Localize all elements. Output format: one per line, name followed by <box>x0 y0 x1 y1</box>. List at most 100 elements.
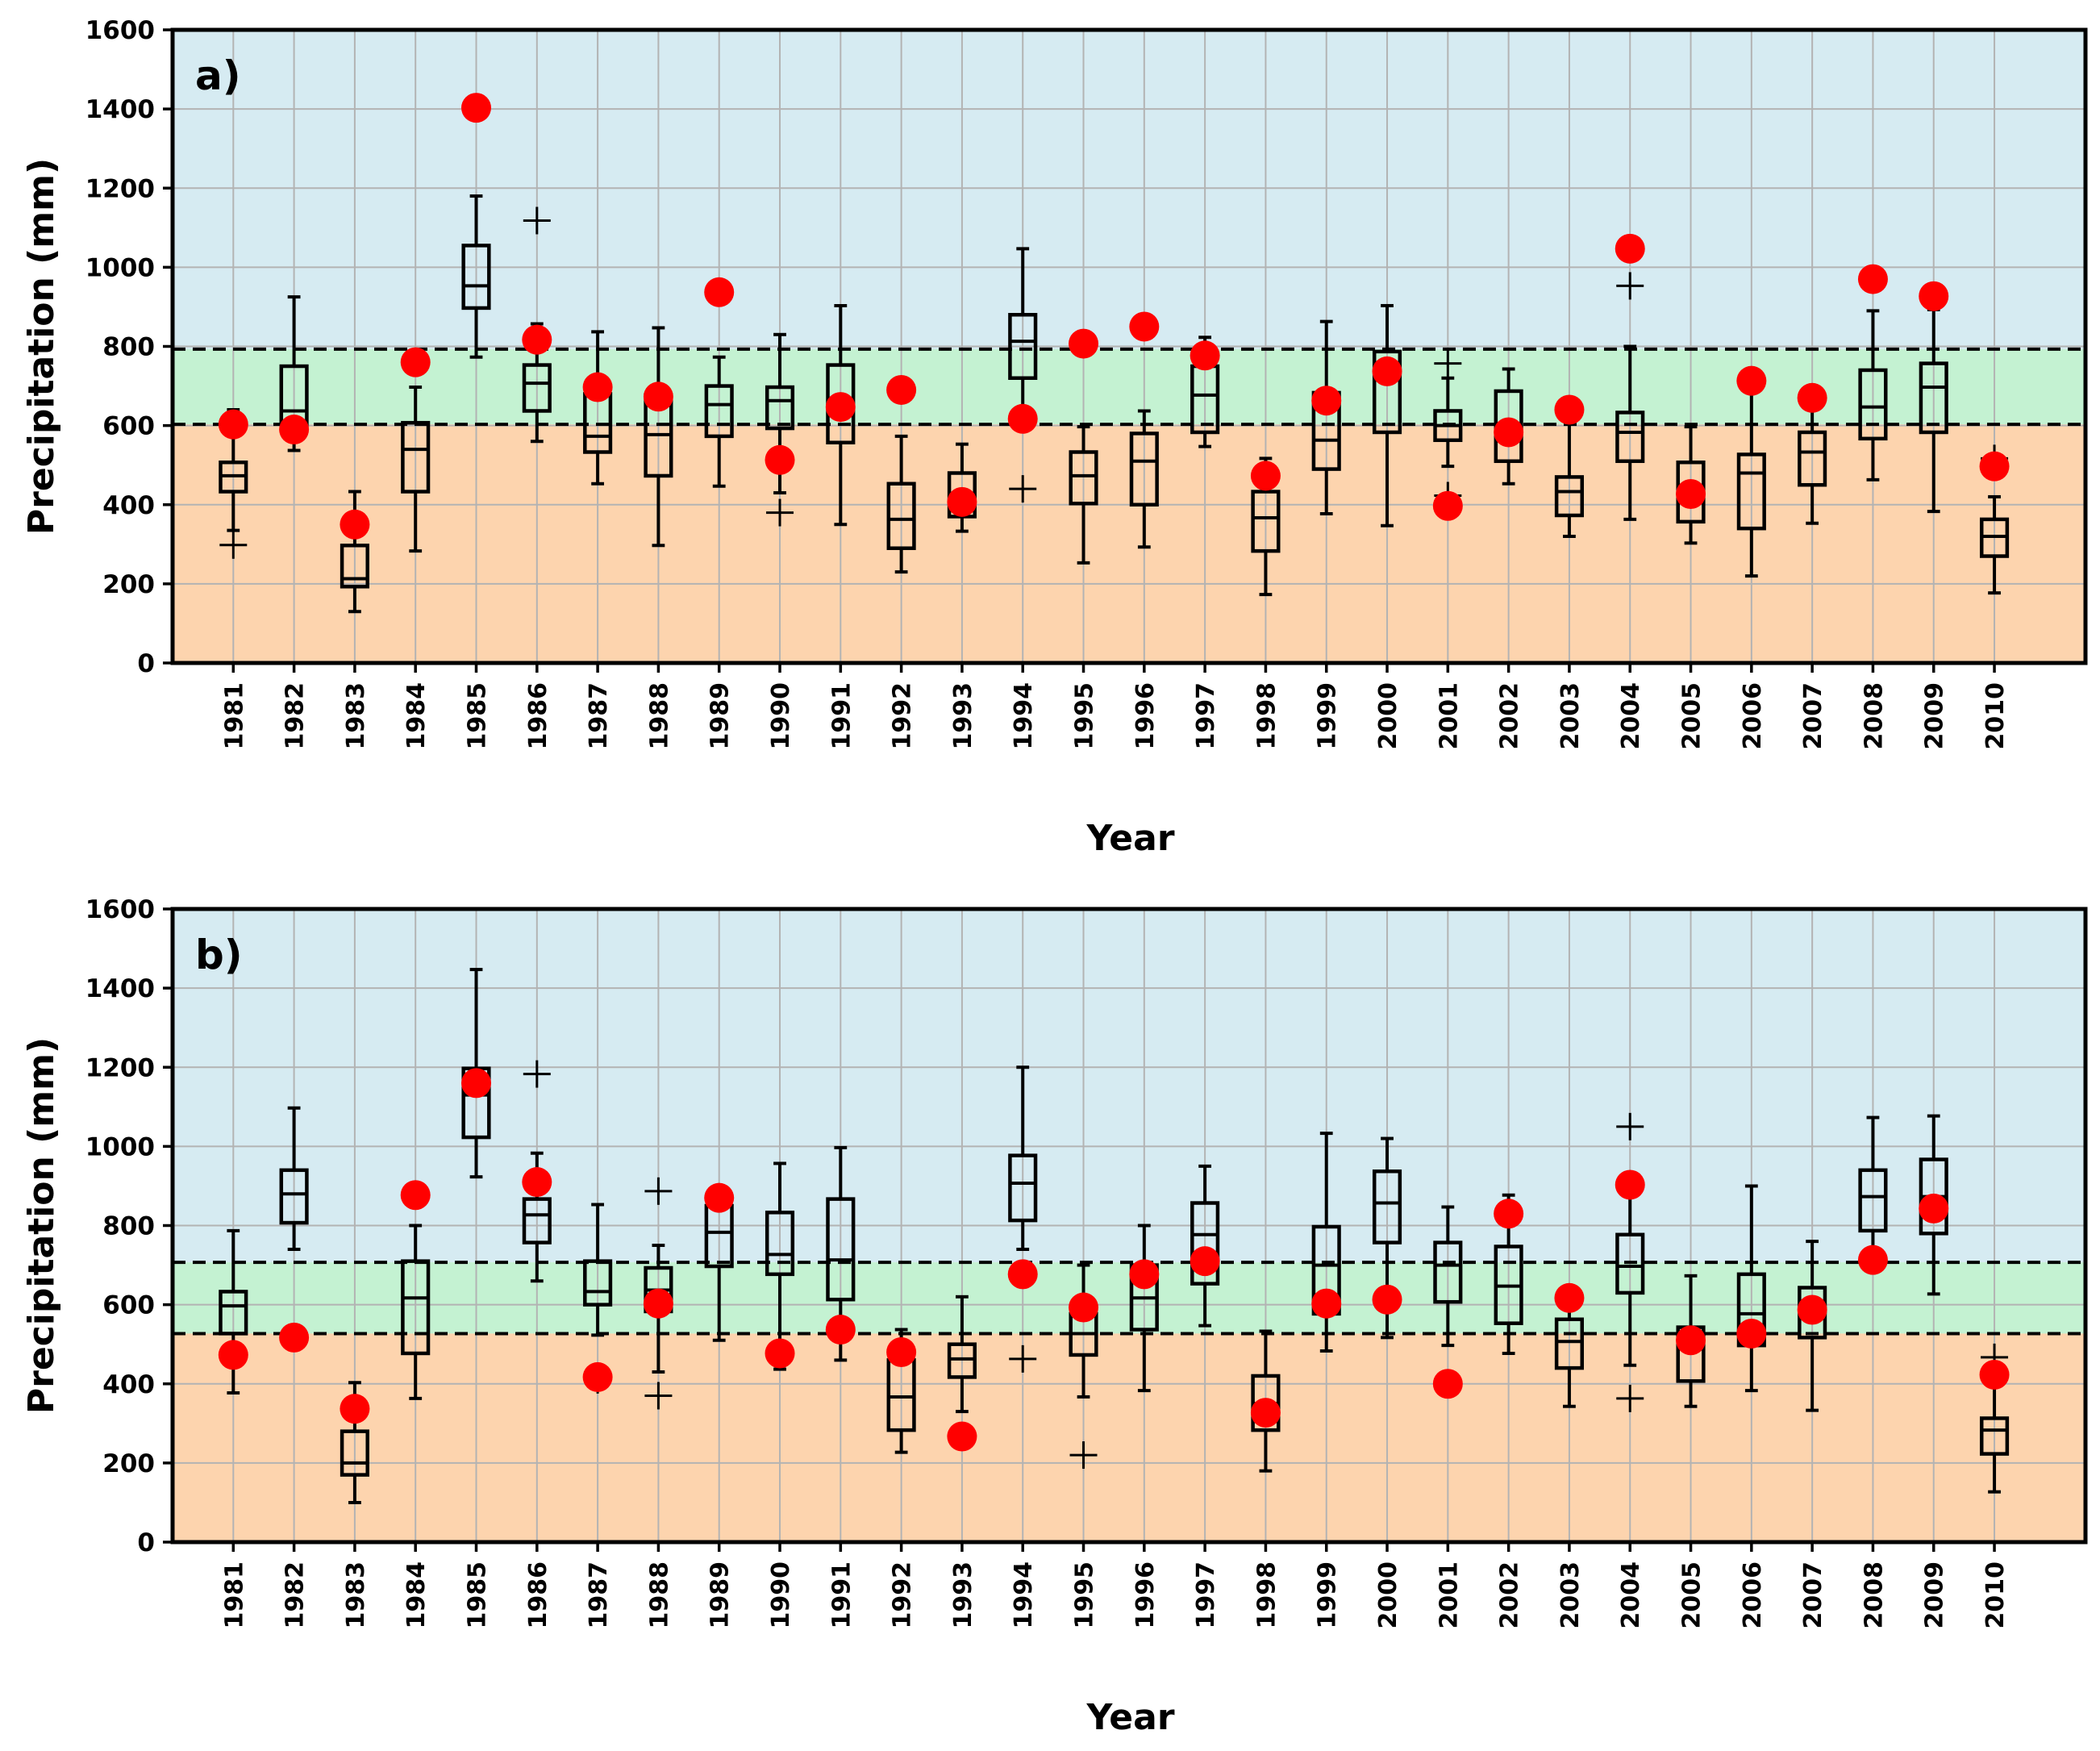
x-tick-label: 1995 <box>1071 682 1099 750</box>
observed-point <box>522 1167 552 1198</box>
observed-point <box>643 381 673 412</box>
box-2008 <box>1858 309 1888 482</box>
observed-point <box>1857 1244 1888 1275</box>
dry-zone <box>173 424 2085 663</box>
x-tick-label: 2002 <box>1496 682 1524 750</box>
x-tick-label: 1991 <box>827 682 856 750</box>
box-1982 <box>279 1106 309 1251</box>
x-tick-label: 2005 <box>1678 1561 1706 1629</box>
box-iqr <box>522 1197 552 1244</box>
box-iqr <box>340 544 369 589</box>
box-2006 <box>1736 376 1766 578</box>
x-tick-label: 1988 <box>645 682 673 750</box>
observed-point <box>1615 1169 1645 1200</box>
x-tick-label: 1994 <box>1010 682 1038 750</box>
observed-point <box>765 444 795 475</box>
observed-point <box>1554 1282 1585 1313</box>
x-tick-label: 1982 <box>281 1561 310 1629</box>
y-axis-title: Precipitation (mm) <box>21 1037 62 1414</box>
chart-panel-b: 0 200 400 600 800 1000 1200 1400 1600 1981 1982 198… <box>21 895 2088 1738</box>
box-1988 <box>644 1177 673 1410</box>
y-tick-label: 1600 <box>85 895 155 924</box>
x-tick-label: 1990 <box>767 682 795 750</box>
box-1994 <box>1008 247 1038 503</box>
box-iqr <box>947 1342 977 1379</box>
outlier-marker <box>523 206 551 235</box>
observed-point <box>1676 1325 1706 1356</box>
observed-point <box>1857 264 1888 294</box>
x-tick-label: 2004 <box>1617 682 1645 750</box>
box-iqr <box>401 420 431 494</box>
x-tick-label: 1999 <box>1314 1561 1342 1629</box>
x-tick-label: 2005 <box>1678 682 1706 750</box>
observed-point <box>886 1337 917 1367</box>
box-1997 <box>1190 1164 1220 1328</box>
observed-point <box>1250 1398 1281 1428</box>
observed-point <box>1919 281 1949 311</box>
observed-point <box>1432 1369 1463 1399</box>
observed-point <box>1190 1246 1220 1277</box>
box-iqr <box>765 1211 795 1277</box>
box-iqr <box>1615 411 1645 464</box>
observed-point <box>1250 461 1281 491</box>
observed-point <box>886 374 917 405</box>
y-tick-label: 0 <box>137 1528 155 1557</box>
box-1984 <box>401 386 431 553</box>
observed-point <box>1129 1259 1160 1290</box>
x-tick-label: 1998 <box>1252 1561 1281 1629</box>
observed-point <box>461 1068 492 1099</box>
x-tick-label: 1989 <box>706 1561 735 1629</box>
x-tick-label: 1986 <box>524 682 552 750</box>
outlier-marker <box>644 1177 673 1205</box>
observed-point <box>765 1338 795 1369</box>
y-tick-label: 400 <box>102 1370 155 1399</box>
box-iqr <box>1372 349 1402 435</box>
x-tick-label: 1997 <box>1192 682 1220 750</box>
x-tick-label: 1985 <box>464 1561 492 1629</box>
x-tick-label: 2006 <box>1739 682 1767 750</box>
x-tick-label: 1993 <box>949 1561 977 1629</box>
box-1981 <box>219 408 248 559</box>
wet-zone <box>173 909 2085 1263</box>
observed-point <box>1676 479 1706 510</box>
x-tick-label: 1996 <box>1131 682 1160 750</box>
x-tick-label: 2000 <box>1374 682 1402 750</box>
box-iqr <box>1858 1168 1888 1233</box>
x-tick-label: 2007 <box>1799 682 1827 750</box>
observed-point <box>1554 394 1585 425</box>
normal-zone <box>173 1262 2085 1334</box>
y-tick-label: 200 <box>102 1449 155 1478</box>
observed-point <box>582 372 613 402</box>
x-axis-title: Year <box>1085 1697 1174 1738</box>
x-tick-label: 1985 <box>464 682 492 750</box>
observed-point <box>1615 233 1645 264</box>
y-tick-label: 400 <box>102 491 155 520</box>
x-tick-label: 1997 <box>1192 1561 1220 1629</box>
box-iqr <box>401 1259 431 1356</box>
outlier-marker <box>1616 272 1644 300</box>
outlier-marker <box>766 498 794 527</box>
box-iqr <box>886 482 916 550</box>
y-tick-label: 200 <box>102 570 155 599</box>
observed-point <box>825 392 856 423</box>
x-tick-label: 2004 <box>1617 1561 1645 1629</box>
outlier-marker <box>1434 349 1462 377</box>
box-1992 <box>886 434 916 574</box>
observed-point <box>1069 1292 1099 1323</box>
observed-point <box>582 1361 613 1392</box>
box-iqr <box>1615 1232 1645 1295</box>
x-tick-label: 1998 <box>1252 682 1281 750</box>
box-iqr <box>1129 431 1159 507</box>
x-tick-label: 2006 <box>1739 1561 1767 1629</box>
box-1995 <box>1069 1263 1098 1470</box>
box-iqr <box>1008 313 1038 380</box>
x-tick-label: 1981 <box>220 1561 248 1629</box>
y-tick-label: 600 <box>102 412 155 441</box>
x-tick-label: 1992 <box>889 1561 917 1629</box>
observed-point <box>1372 356 1402 386</box>
outlier-marker <box>219 531 248 559</box>
x-tick-label: 1981 <box>220 682 248 750</box>
observed-point <box>1069 328 1099 359</box>
box-iqr <box>1554 1317 1584 1370</box>
